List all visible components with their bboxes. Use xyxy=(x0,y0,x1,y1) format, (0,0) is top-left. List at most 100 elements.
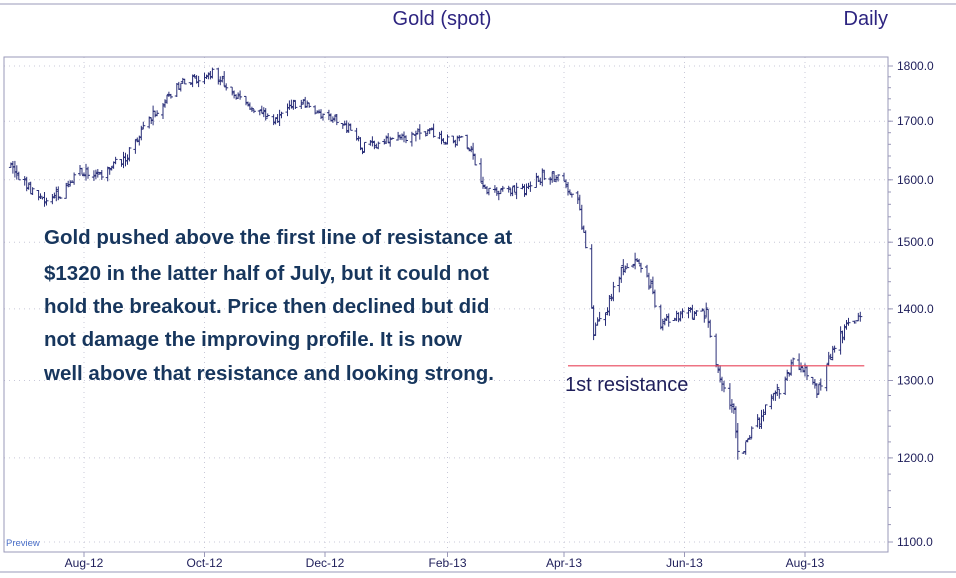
ohlc-bar xyxy=(842,324,847,341)
annotation-line: not damage the improving profile. It is … xyxy=(44,328,462,351)
ohlc-bar xyxy=(666,313,671,327)
ohlc-bar xyxy=(234,94,239,100)
ohlc-bar xyxy=(251,109,256,114)
ohlc-bar xyxy=(676,312,681,323)
preview-label: Preview xyxy=(6,538,40,549)
ohlc-bar xyxy=(271,114,276,126)
ohlc-bar xyxy=(479,158,483,183)
ohlc-bar xyxy=(512,185,517,193)
ohlc-bar xyxy=(660,318,665,331)
ohlc-bar xyxy=(564,179,568,189)
annotation-text: Gold pushed above the first line of resi… xyxy=(43,226,512,385)
ohlc-bar xyxy=(486,187,491,196)
ohlc-bar xyxy=(196,75,201,88)
resistance-label: 1st resistance xyxy=(565,374,688,396)
ohlc-bar xyxy=(745,438,750,443)
ohlc-bar xyxy=(44,197,49,206)
ohlc-bar xyxy=(706,309,711,328)
ohlc-bar xyxy=(411,133,416,136)
y-tick-label: 1700.0 xyxy=(897,114,934,128)
ohlc-bar xyxy=(376,141,381,150)
x-tick-label: Feb-13 xyxy=(428,556,466,570)
period-label: Daily xyxy=(844,8,888,30)
annotation-line: hold the breakout. Price then declined b… xyxy=(44,295,489,318)
ohlc-bar xyxy=(249,106,254,112)
ohlc-bar xyxy=(844,320,849,330)
ohlc-bar xyxy=(577,194,582,211)
ohlc-bar xyxy=(694,310,699,316)
ohlc-bar xyxy=(279,111,284,119)
ohlc-bar xyxy=(86,166,90,179)
ohlc-bar xyxy=(631,263,636,268)
ohlc-bar xyxy=(133,139,138,154)
ohlc-bar xyxy=(84,163,88,181)
ohlc-bar xyxy=(58,196,63,199)
ohlc-bar xyxy=(473,153,478,166)
ohlc-bar xyxy=(569,193,574,198)
ohlc-bar xyxy=(293,99,298,109)
ohlc-bar xyxy=(168,93,173,99)
ohlc-bar xyxy=(481,176,485,189)
ohlc-bar xyxy=(174,83,179,97)
ohlc-bar xyxy=(265,113,270,118)
annotation-line: $1320 in the latter half of July, but it… xyxy=(44,262,489,285)
x-tick-label: Jun-13 xyxy=(666,556,703,570)
ohlc-bar xyxy=(299,99,304,109)
ohlc-bar xyxy=(72,172,77,185)
ohlc-bar xyxy=(113,156,118,165)
plot-border xyxy=(3,56,889,553)
ohlc-bar xyxy=(417,124,422,140)
ohlc-bar xyxy=(161,103,165,119)
ohlc-bar xyxy=(735,423,740,460)
ohlc-bar xyxy=(50,194,55,205)
ohlc-bar xyxy=(216,67,221,85)
ohlc-bar xyxy=(633,252,638,270)
ohlc-bar xyxy=(785,369,790,381)
ohlc-bar xyxy=(777,388,782,399)
ohlc-bar xyxy=(263,108,268,121)
ohlc-bar xyxy=(540,168,545,187)
ohlc-bar xyxy=(321,113,325,121)
ohlc-bar xyxy=(78,165,82,176)
ohlc-bar xyxy=(856,312,861,322)
ohlc-bar xyxy=(465,134,470,149)
ohlc-bar xyxy=(791,357,796,367)
ohlc-bar xyxy=(24,176,29,192)
ohlc-bar xyxy=(431,123,436,138)
ohlc-bar xyxy=(650,276,655,295)
ohlc-bar xyxy=(362,141,367,153)
ohlc-bar xyxy=(562,172,566,182)
ohlc-bar xyxy=(141,121,146,130)
ohlc-bar xyxy=(658,304,663,330)
ohlc-bar xyxy=(828,353,833,360)
x-axis-ticks: Aug-12 Oct-12 Dec-12 Feb-13 Apr-13 Jun-13 Aug-… xyxy=(65,552,825,570)
ohlc-bar xyxy=(230,86,235,96)
ohlc-bar xyxy=(818,378,823,391)
ohlc-bar xyxy=(714,333,719,368)
ohlc-bar xyxy=(593,322,598,336)
ohlc-bar xyxy=(153,110,158,118)
ohlc-bar xyxy=(846,317,851,326)
ohlc-bar xyxy=(702,310,707,323)
ohlc-bar xyxy=(121,151,126,169)
ohlc-bar xyxy=(139,125,144,141)
ohlc-bar xyxy=(832,345,837,353)
ohlc-bar xyxy=(22,176,27,186)
plot-frame xyxy=(0,3,956,573)
ohlc-bar xyxy=(617,276,622,293)
ohlc-bar xyxy=(801,367,805,373)
ohlc-bar xyxy=(722,380,726,393)
ohlc-bar xyxy=(805,365,809,381)
y-tick-label: 1500.0 xyxy=(897,235,934,249)
ohlc-bar xyxy=(858,311,863,322)
ohlc-bar xyxy=(648,279,653,289)
x-tick-label: Dec-12 xyxy=(306,556,345,570)
ohlc-bar xyxy=(155,110,160,117)
annotation-line: Gold pushed above the first line of resi… xyxy=(44,226,512,249)
ohlc-bar xyxy=(127,147,132,162)
ohlc-bar xyxy=(151,105,156,126)
ohlc-bar xyxy=(591,305,596,341)
ohlc-bar xyxy=(609,293,614,302)
ohlc-bar xyxy=(595,317,600,326)
